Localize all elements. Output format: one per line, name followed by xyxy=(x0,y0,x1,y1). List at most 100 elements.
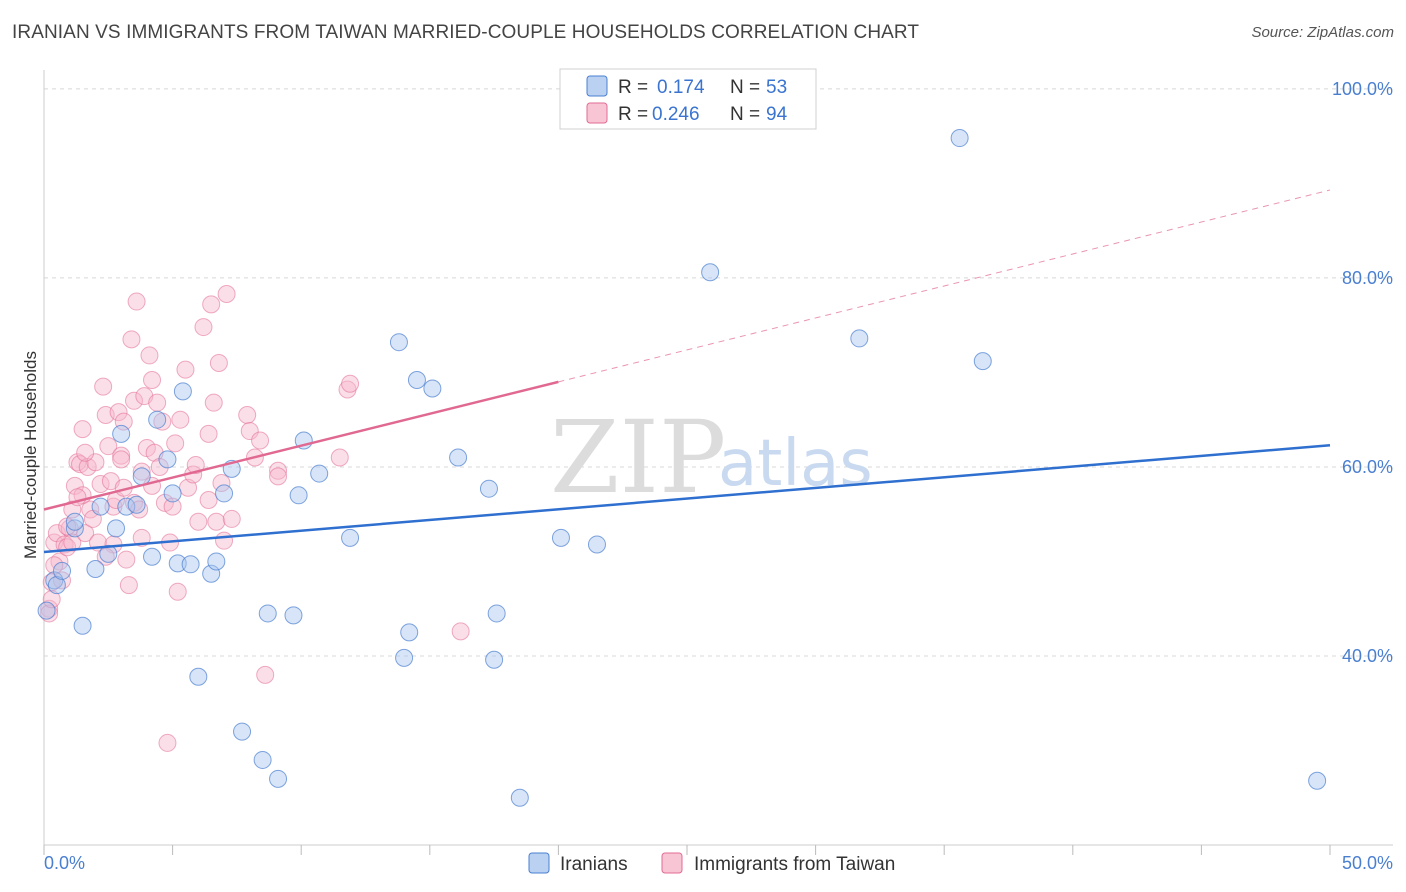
point-taiwan xyxy=(204,393,223,412)
point-iranians xyxy=(258,604,277,623)
x-tick-label-max: 50.0% xyxy=(1342,853,1393,873)
point-iranians xyxy=(407,371,426,389)
y-tick-label: 80.0% xyxy=(1342,268,1393,288)
point-taiwan xyxy=(94,377,113,396)
point-taiwan xyxy=(251,431,270,450)
point-taiwan xyxy=(166,434,185,453)
point-iranians xyxy=(143,547,162,566)
point-taiwan xyxy=(238,405,257,424)
point-taiwan xyxy=(269,467,288,486)
point-iranians xyxy=(112,424,131,443)
gridlines xyxy=(44,88,1393,657)
point-iranians xyxy=(132,467,151,486)
point-iranians xyxy=(53,561,72,580)
chart-title: IRANIAN VS IMMIGRANTS FROM TAIWAN MARRIE… xyxy=(12,22,920,43)
point-taiwan xyxy=(341,374,360,393)
point-iranians xyxy=(189,667,208,686)
point-taiwan xyxy=(112,450,131,469)
legend-swatch-pink xyxy=(586,102,608,124)
point-taiwan xyxy=(53,571,72,590)
point-iranians xyxy=(284,606,303,625)
point-taiwan xyxy=(269,461,288,480)
point-taiwan xyxy=(207,512,226,531)
legend-n-label-blue: N = xyxy=(730,77,760,98)
legend-swatch-blue xyxy=(586,75,608,97)
point-iranians xyxy=(551,528,570,547)
legend-n-label-pink: N = xyxy=(730,104,760,125)
point-iranians xyxy=(148,410,167,429)
point-taiwan xyxy=(99,437,118,456)
point-iranians xyxy=(423,379,442,398)
point-iranians xyxy=(181,555,200,574)
point-iranians xyxy=(479,479,498,498)
point-iranians xyxy=(37,601,56,620)
point-iranians xyxy=(65,519,84,538)
point-taiwan xyxy=(112,446,131,465)
legend-n-value-blue: 53 xyxy=(766,77,787,98)
y-tick-label: 60.0% xyxy=(1342,457,1393,477)
trend-lines xyxy=(43,189,1331,554)
point-taiwan xyxy=(119,576,138,595)
point-iranians xyxy=(207,552,226,571)
point-iranians xyxy=(107,519,126,538)
y-axis-title: Married-couple Households xyxy=(21,351,40,559)
point-iranians xyxy=(215,484,234,503)
point-iranians xyxy=(127,495,146,514)
legend-r-value-pink: 0.246 xyxy=(652,104,700,125)
point-taiwan xyxy=(63,533,82,552)
point-taiwan xyxy=(186,456,205,475)
point-iranians xyxy=(289,486,308,505)
points-iranians xyxy=(37,129,1327,807)
point-taiwan xyxy=(215,531,234,550)
point-taiwan xyxy=(148,393,167,412)
point-iranians xyxy=(950,129,969,148)
point-iranians xyxy=(449,448,468,467)
point-iranians xyxy=(400,623,419,642)
legend-r-label-pink: R = xyxy=(618,104,648,125)
point-taiwan xyxy=(68,453,87,472)
point-taiwan xyxy=(76,443,95,462)
point-iranians xyxy=(168,554,187,573)
point-taiwan xyxy=(209,353,228,372)
point-iranians xyxy=(395,648,414,667)
point-taiwan xyxy=(451,622,470,641)
point-taiwan xyxy=(140,346,159,365)
source-credit: Source: ZipAtlas.com xyxy=(1251,24,1394,41)
point-taiwan xyxy=(42,590,61,609)
point-taiwan xyxy=(125,391,144,410)
point-iranians xyxy=(253,750,272,769)
point-taiwan xyxy=(65,476,84,495)
y-tick-label: 100.0% xyxy=(1332,79,1393,99)
point-taiwan xyxy=(86,453,105,472)
point-taiwan xyxy=(132,528,151,547)
point-taiwan xyxy=(168,582,187,601)
point-iranians xyxy=(73,616,92,635)
legend-bottom-label-taiwan: Immigrants from Taiwan xyxy=(694,854,895,875)
point-taiwan xyxy=(240,422,259,441)
point-taiwan xyxy=(217,284,236,303)
point-iranians xyxy=(310,464,329,483)
point-taiwan xyxy=(202,295,221,314)
legend-bottom: Iranians Immigrants from Taiwan xyxy=(528,852,895,875)
x-tick-label-min: 0.0% xyxy=(44,853,85,873)
trend-line-taiwan-extension xyxy=(558,189,1331,383)
point-iranians xyxy=(341,528,360,547)
point-iranians xyxy=(389,333,408,352)
point-iranians xyxy=(86,560,105,579)
point-taiwan xyxy=(222,509,241,528)
point-iranians xyxy=(973,352,992,371)
point-iranians xyxy=(587,535,606,554)
y-tick-label: 40.0% xyxy=(1342,646,1393,666)
trend-line-iranians xyxy=(43,443,1331,554)
point-taiwan xyxy=(132,462,151,481)
point-iranians xyxy=(45,571,64,590)
point-taiwan xyxy=(73,420,92,439)
point-iranians xyxy=(99,544,118,563)
point-taiwan xyxy=(150,457,169,476)
point-taiwan xyxy=(163,497,182,516)
point-taiwan xyxy=(158,733,177,752)
legend-bottom-swatch-blue xyxy=(528,852,550,874)
point-iranians xyxy=(91,497,110,516)
legend-r-value-blue: 0.174 xyxy=(657,77,705,98)
